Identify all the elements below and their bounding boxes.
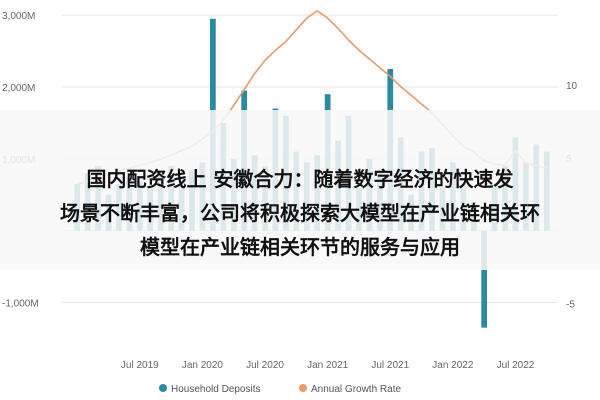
headline-overlay: 国内配资线上 安徽合力：随着数字经济的快速发 场景不断丰富，公司将积极探索大模型… — [0, 110, 600, 270]
legend-label-household-deposits: Household Deposits — [171, 384, 261, 395]
legend-label-annual-growth-rate: Annual Growth Rate — [311, 384, 401, 395]
right-tick-label-3: 10 — [566, 81, 578, 92]
x-tick-label-6: Jul 2022 — [497, 360, 535, 371]
legend-marker-annual-growth-rate — [299, 384, 307, 392]
x-tick-label-5: Jan 2022 — [432, 360, 474, 371]
legend: Household Deposits Annual Growth Rate — [159, 384, 401, 395]
right-tick-label-0: -5 — [566, 299, 575, 310]
bar-39 — [481, 230, 488, 328]
x-tick-label-2: Jul 2020 — [246, 360, 284, 371]
x-tick-label-3: Jan 2021 — [307, 360, 349, 371]
left-tick-label-3: 2,000M — [2, 83, 35, 94]
legend-marker-household-deposits — [159, 384, 167, 392]
left-tick-label-0: -1,000M — [2, 298, 39, 309]
x-tick-label-0: Jul 2019 — [121, 360, 159, 371]
headline-line-3: 模型在产业链相关环节的服务与应用 — [140, 235, 460, 259]
left-tick-label-4: 3,000M — [2, 11, 35, 22]
headline-line-1: 国内配资线上 安徽合力：随着数字经济的快速发 — [86, 167, 514, 191]
x-axis-tick-labels: Jul 2019 Jan 2020 Jul 2020 Jan 2021 Jul 2021… — [121, 360, 535, 371]
headline-line-2: 场景不断丰富，公司将积极探索大模型在产业链相关环 — [60, 201, 540, 225]
x-tick-label-1: Jan 2020 — [182, 360, 224, 371]
x-tick-label-4: Jul 2021 — [371, 360, 409, 371]
